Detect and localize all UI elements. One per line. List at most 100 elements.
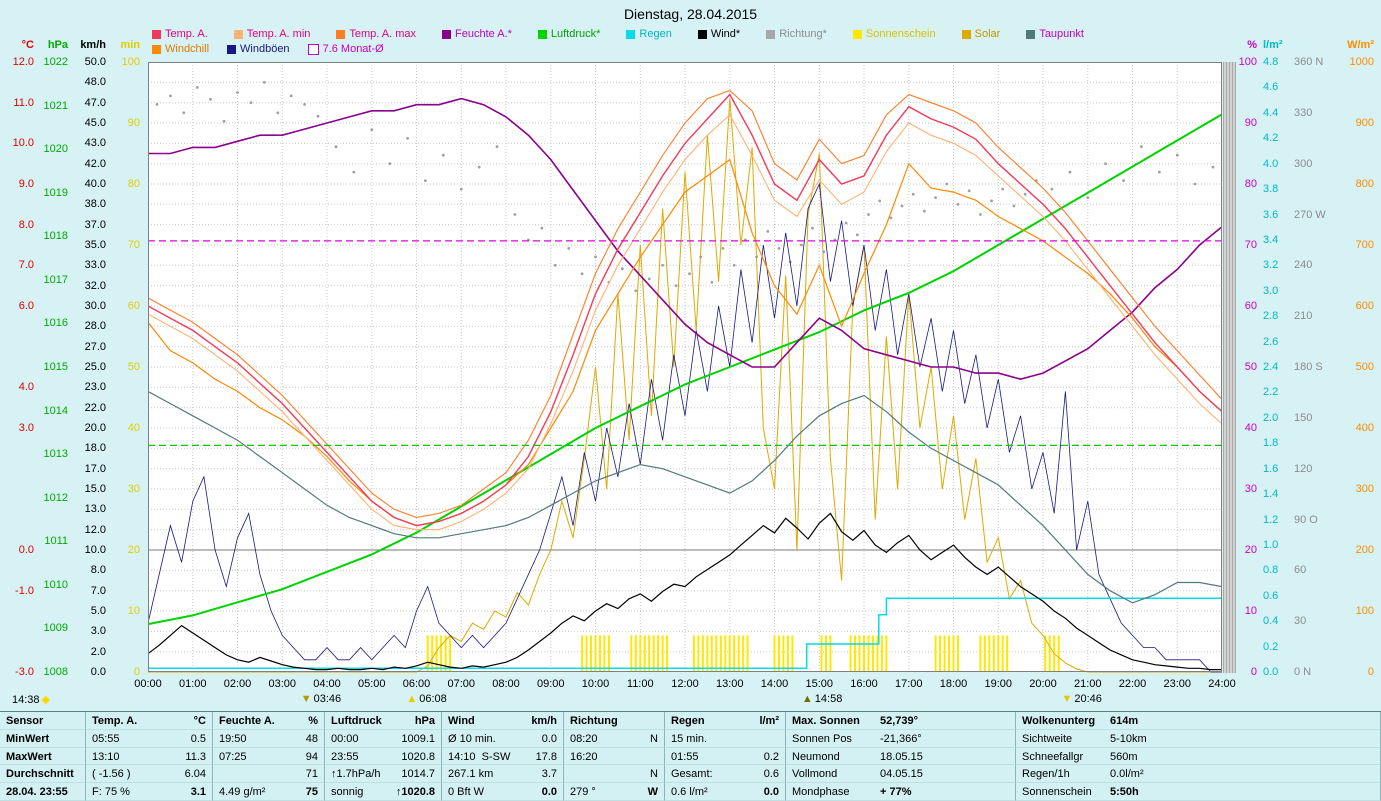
x-axis-label: 02:00 <box>223 678 252 690</box>
axis-header-minutes: min <box>120 39 140 51</box>
axis-tick-hpa: 1015 <box>43 361 68 373</box>
table-cell-value: 614m <box>1110 715 1139 727</box>
table-cell-value: -21,366° <box>880 732 922 745</box>
axis-tick-lm2: 4.0 <box>1263 157 1279 170</box>
axis-tick-kmh: 27.0 <box>84 340 106 353</box>
table-cell-label: Temp. A. <box>92 715 138 727</box>
table-cell-label: Sonnenschein <box>1022 786 1092 799</box>
axis-tick-celsius: -3.0 <box>15 666 34 678</box>
table-cell-value: 17.8 <box>535 750 557 763</box>
table-row-header: MinWert <box>0 729 86 748</box>
table-cell: Neumond 18.05.15 <box>786 747 1016 766</box>
table-cell: 267.1 km 3.7 <box>442 765 564 784</box>
table-cell-label: Max. Sonnen <box>792 715 860 727</box>
axis-tick-lm2: 1.8 <box>1263 437 1279 450</box>
axis-tick-minutes: 0 <box>133 666 140 678</box>
x-axis-label: 17:00 <box>894 678 923 690</box>
table-cell: 0.6 l/m² 0.0 <box>665 783 786 801</box>
x-axis-label: 04:00 <box>313 678 341 690</box>
table-cell: Gesamt: 0.6 <box>665 765 786 784</box>
axis-tick-wm2: 1000 <box>1349 56 1374 68</box>
axis-tick-kmh: 12.0 <box>84 523 106 536</box>
legend-item-wind: Wind* <box>697 28 741 40</box>
legend-swatch-icon <box>233 29 243 39</box>
axis-tick-hpa: 1016 <box>43 317 68 330</box>
axis-tick-hpa: 1018 <box>43 230 68 243</box>
axis-tick-wm2: 800 <box>1355 178 1374 190</box>
axis-tick-lm2: 1.0 <box>1263 538 1279 551</box>
table-cell: sonnig ↑1020.8 <box>325 783 442 801</box>
axis-tick-kmh: 43.0 <box>84 137 106 150</box>
legend-label: Wind* <box>710 28 741 40</box>
legend-label: Richtung* <box>779 28 827 40</box>
axis-tick-deg: 0 N <box>1294 666 1312 678</box>
legend-item-temp-a-max: Temp. A. max <box>336 28 416 40</box>
table-cell: 05:55 0.5 <box>86 729 213 748</box>
time-marker: ▼ 20:46 <box>1061 693 1101 705</box>
axis-tick-celsius: 10.0 <box>12 137 34 150</box>
axis-tick-hpa: 1020 <box>43 143 68 156</box>
axis-tick-wm2: 300 <box>1355 483 1374 495</box>
legend-item-richtung: Richtung* <box>766 28 827 40</box>
axis-tick-minutes: 50 <box>127 361 140 373</box>
table-row-header: Sensor <box>0 712 86 730</box>
axis-tick-lm2: 3.2 <box>1263 259 1279 272</box>
time-marker-icon: ▼ <box>1061 693 1073 705</box>
table-cell-label: 00:00 <box>331 732 359 745</box>
table-cell-value: N <box>650 768 658 781</box>
axis-tick-deg: 90 O <box>1294 513 1318 526</box>
table-cell-label: Gesamt: <box>671 768 713 781</box>
axis-tick-lm2: 0.6 <box>1263 589 1279 602</box>
table-cell-label: 23:55 <box>331 750 359 763</box>
axis-tick-pct: 0 <box>1250 666 1257 678</box>
axis-tick-celsius: 3.0 <box>18 422 34 434</box>
axis-tick-minutes: 100 <box>121 56 140 68</box>
table-cell: Luftdruck hPa <box>325 712 442 730</box>
axis-tick-kmh: 5.0 <box>90 605 106 617</box>
axis-header-kmh: km/h <box>80 39 106 51</box>
table-cell: 15 min. <box>665 729 786 748</box>
legend-label: Windböen <box>240 43 290 55</box>
axis-tick-celsius: 6.0 <box>18 300 34 312</box>
axis-tick-minutes: 80 <box>127 178 140 190</box>
table-cell-value: 1009.1 <box>401 732 435 745</box>
x-axis-label: 19:00 <box>984 678 1013 690</box>
table-cell: ( -1.56 ) 6.04 <box>86 765 213 784</box>
table-cell-label: Schneefallgr <box>1022 750 1084 763</box>
table-cell-label: Wolkenunterg <box>1022 715 1096 727</box>
time-marker: 14:38 ◆ <box>12 693 50 707</box>
legend-label: Sonnenschein <box>865 28 936 40</box>
table-cell: 0 Bft W 0.0 <box>442 783 564 801</box>
x-axis-label: 16:00 <box>850 678 878 690</box>
table-cell: Sonnen Pos -21,366° <box>786 729 1016 748</box>
axis-tick-lm2: 2.0 <box>1263 411 1279 424</box>
axis-tick-minutes: 30 <box>127 483 140 495</box>
axis-header-hpa: hPa <box>47 39 68 51</box>
legend-item-temp-a-min: Temp. A. min <box>233 28 310 40</box>
table-cell-value: 1020.8 <box>401 750 435 763</box>
axis-tick-deg: 150 <box>1294 411 1313 424</box>
table-cell: Wolkenunterg 614m <box>1016 712 1381 730</box>
axis-tick-lm2: 4.8 <box>1263 56 1279 68</box>
axis-tick-kmh: 0.0 <box>90 666 106 678</box>
table-cell: 279 ° W <box>564 783 665 801</box>
table-row-header: MaxWert <box>0 747 86 766</box>
table-cell-label: 0 Bft W <box>448 786 485 799</box>
table-cell-value: 5:50h <box>1110 786 1139 799</box>
axis-tick-deg: 270 W <box>1294 208 1326 221</box>
table-row-header: 28.04. 23:55 <box>0 783 86 801</box>
axis-tick-deg: 360 N <box>1294 56 1324 68</box>
axis-tick-wm2: 400 <box>1355 422 1374 434</box>
table-cell-value: 0.0 <box>541 732 557 745</box>
axis-tick-celsius: 9.0 <box>18 178 34 190</box>
axis-tick-deg: 210 <box>1294 310 1313 323</box>
time-marker: ▼ 03:46 <box>301 693 341 705</box>
axis-tick-deg: 60 <box>1294 564 1307 577</box>
table-cell-value: 5-10km <box>1110 732 1147 745</box>
axis-tick-celsius: 8.0 <box>18 218 34 231</box>
axis-tick-celsius: -1.0 <box>15 584 34 597</box>
axis-tick-pct: 10 <box>1244 605 1257 617</box>
axis-tick-lm2: 2.2 <box>1263 386 1279 399</box>
table-cell-label: Sichtweite <box>1022 732 1073 745</box>
table-cell-label: Feuchte A. <box>219 715 275 727</box>
